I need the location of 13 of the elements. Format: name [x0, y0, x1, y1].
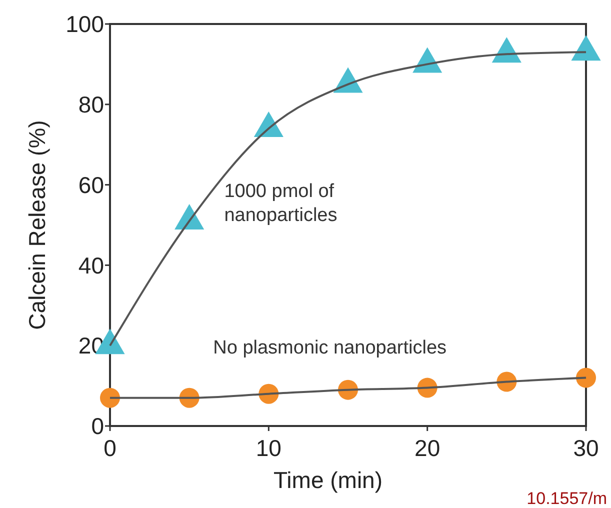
x-tick-label: 20	[414, 435, 440, 461]
x-axis-title: Time (min)	[273, 467, 383, 493]
text: 10.1557/m	[526, 489, 607, 508]
x-tick-label: 10	[256, 435, 282, 461]
y-tick-label: 40	[78, 252, 104, 278]
series-label: 1000 pmol of nanoparticles	[224, 180, 338, 226]
y-tick-label: 60	[78, 172, 104, 198]
series-label: No plasmonic nanoparticles	[213, 338, 447, 359]
y-tick-label: 100	[66, 11, 104, 38]
y-tick-label: 0	[91, 413, 104, 440]
y-tick-label: 80	[78, 91, 104, 118]
y-axis-title: Calcein Release (%)	[24, 120, 50, 330]
x-tick-label: 30	[573, 435, 599, 461]
